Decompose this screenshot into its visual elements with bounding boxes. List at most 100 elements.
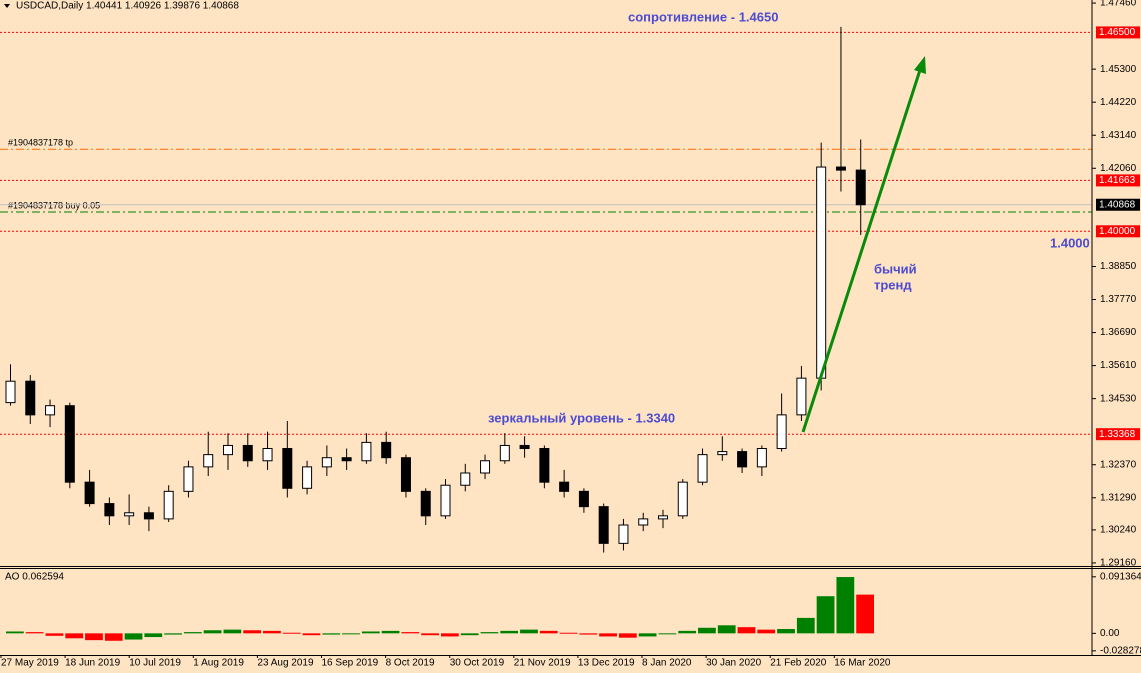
level-label: 1.46500	[1099, 27, 1136, 38]
ao-bar	[6, 631, 24, 634]
candle-body	[737, 451, 748, 468]
candle-body	[618, 524, 629, 544]
annotation: сопротивление - 1.4650	[628, 9, 778, 24]
candle-body	[25, 380, 36, 416]
candle-body	[361, 441, 372, 462]
ao-bar	[836, 577, 855, 634]
candle-body	[321, 457, 332, 468]
y-tick-label: 1.29160	[1100, 558, 1137, 569]
annotation: тренд	[874, 277, 912, 292]
ao-bar	[777, 629, 795, 634]
x-tick-label: 23 Aug 2019	[257, 658, 314, 669]
ao-bar	[45, 633, 64, 636]
ao-bar	[480, 632, 499, 634]
x-tick-label: 16 Mar 2020	[834, 658, 891, 669]
candle-body	[539, 448, 550, 483]
candle-body	[816, 166, 827, 379]
ao-bar	[164, 633, 182, 635]
ao-bar	[263, 630, 281, 634]
candle-body	[717, 451, 728, 456]
candle-body	[183, 466, 194, 492]
candle-body	[5, 380, 16, 404]
x-tick-label: 21 Nov 2019	[514, 658, 571, 669]
x-tick-label: 18 Jun 2019	[65, 658, 120, 669]
trend-arrow	[801, 69, 922, 433]
ao-bar	[243, 630, 262, 634]
candle-body	[64, 405, 75, 483]
level-label: 1.40868	[1099, 199, 1136, 210]
candle-body	[855, 169, 866, 206]
y-tick-label: 1.43140	[1100, 130, 1137, 141]
level-box	[1096, 26, 1140, 39]
x-tick-label: 8 Oct 2019	[386, 658, 435, 669]
ao-bar	[322, 633, 341, 635]
ao-bar	[737, 627, 756, 634]
ao-title: AO 0.062594	[5, 572, 64, 583]
ao-bar	[796, 617, 815, 634]
candle-body	[480, 460, 491, 474]
ao-bar	[579, 633, 598, 635]
y-tick-label: 1.44220	[1100, 97, 1137, 108]
candle-body	[697, 454, 708, 483]
x-tick-label: 16 Sep 2019	[322, 658, 379, 669]
x-tick-label: 30 Oct 2019	[450, 658, 505, 669]
x-tick-label: 21 Feb 2020	[770, 658, 827, 669]
annotation: зеркальный уровень - 1.3340	[488, 410, 675, 425]
x-tick-label: 27 May 2019	[1, 658, 59, 669]
ao-bar	[85, 633, 103, 641]
ao-bar	[144, 633, 163, 638]
ao-tick-label: 0.091364	[1100, 571, 1141, 582]
candle-body	[519, 444, 530, 450]
level-box	[1096, 174, 1140, 187]
ao-bar	[302, 633, 321, 636]
candle-body	[84, 481, 95, 505]
ao-bar	[282, 632, 301, 634]
x-tick-label: 30 Jan 2020	[706, 658, 761, 669]
y-tick-label: 1.34530	[1100, 393, 1137, 404]
candle-body	[400, 457, 411, 492]
candle-body	[460, 472, 471, 486]
ao-bar	[539, 630, 558, 634]
order-label: #1904837178 buy 0.05	[8, 200, 100, 210]
candle-body	[45, 405, 56, 416]
ao-bar	[401, 632, 420, 634]
ao-bar	[658, 633, 677, 635]
y-tick-label: 1.32370	[1100, 459, 1137, 470]
y-tick-label: 1.36690	[1100, 327, 1137, 338]
candle-body	[124, 512, 135, 517]
candle-body	[223, 444, 233, 456]
candle-body	[598, 506, 609, 544]
annotation: бычий	[874, 261, 917, 276]
ao-bar	[500, 630, 519, 634]
ao-bar	[856, 594, 874, 634]
candle-body	[578, 490, 589, 508]
level-box	[1096, 198, 1140, 211]
header-icon	[4, 4, 10, 8]
ao-bar	[203, 630, 222, 634]
candle-body	[796, 377, 807, 416]
level-label: 1.40000	[1099, 226, 1136, 237]
ao-bar	[520, 629, 538, 634]
ao-bar	[361, 631, 380, 634]
ao-bar	[757, 629, 776, 634]
level-label: 1.41663	[1099, 175, 1136, 186]
ao-bar	[618, 633, 637, 638]
candle-body	[835, 166, 846, 171]
ao-bar	[25, 632, 44, 634]
ao-bar	[460, 633, 479, 636]
candle-body	[658, 515, 668, 520]
y-tick-label: 1.30240	[1100, 525, 1137, 536]
candle-body	[756, 448, 767, 468]
ao-bar	[183, 632, 202, 634]
ao-bar	[65, 633, 84, 639]
candle-body	[203, 454, 214, 468]
ao-bar	[223, 629, 242, 634]
candle-body	[262, 448, 273, 462]
candle-body	[163, 490, 174, 520]
x-tick-label: 13 Dec 2019	[578, 658, 635, 669]
ao-bar	[638, 633, 657, 637]
ao-bar	[104, 633, 123, 641]
ao-bar	[717, 625, 736, 634]
y-tick-label: 1.37770	[1100, 294, 1137, 305]
